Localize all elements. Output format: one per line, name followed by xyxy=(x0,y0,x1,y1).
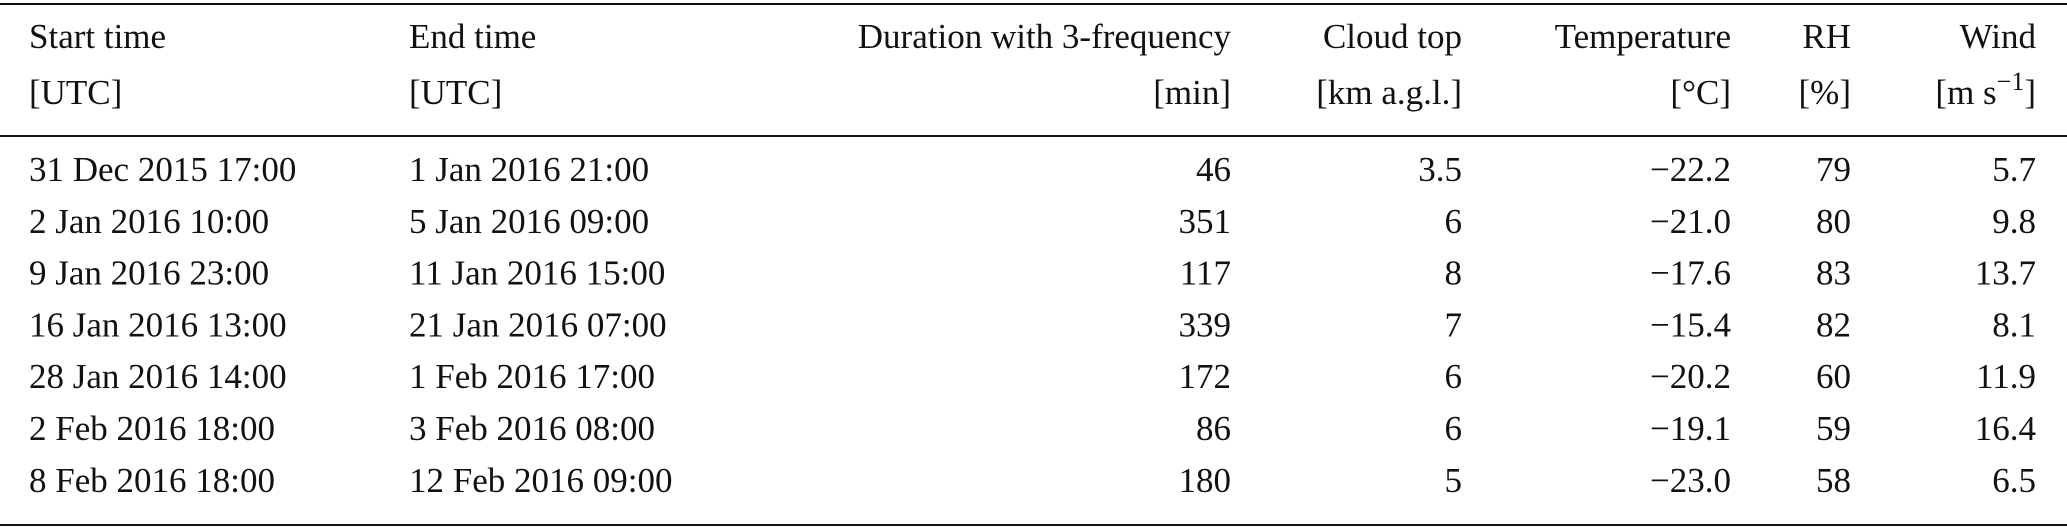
cell: 16 Jan 2016 13:00 xyxy=(29,305,287,344)
cell: 5 xyxy=(1445,461,1463,500)
cell: 80 xyxy=(1816,202,1851,241)
header-unit: [UTC] xyxy=(29,73,122,112)
cell: 8.1 xyxy=(1992,305,2036,344)
header-unit: [min] xyxy=(1153,73,1231,112)
cell: 82 xyxy=(1816,305,1851,344)
header-unit: [m s−1] xyxy=(1935,67,2036,112)
cell: 58 xyxy=(1816,461,1851,500)
cell: 117 xyxy=(1180,254,1231,293)
cell: 8 xyxy=(1445,254,1463,293)
cell: 8 Feb 2016 18:00 xyxy=(29,461,275,500)
cell: −20.2 xyxy=(1650,357,1731,396)
cell: −22.2 xyxy=(1650,150,1731,189)
cell: 79 xyxy=(1816,150,1851,189)
unit-text: [km a.g.l.] xyxy=(1316,73,1462,112)
header-name: Start time xyxy=(29,17,166,56)
cell: 172 xyxy=(1179,357,1232,396)
cell: 339 xyxy=(1179,305,1232,344)
cell: −17.6 xyxy=(1650,254,1731,293)
cell: 2 Jan 2016 10:00 xyxy=(29,202,269,241)
cell: −15.4 xyxy=(1650,305,1731,344)
cell: 11.9 xyxy=(1976,357,2036,396)
header-name: Duration with 3-frequency xyxy=(858,17,1232,56)
cell: 351 xyxy=(1179,202,1232,241)
cell: 5.7 xyxy=(1992,150,2036,189)
cell: 6 xyxy=(1445,409,1463,448)
unit-superscript: −1 xyxy=(1997,67,2025,96)
cell: 9.8 xyxy=(1992,202,2036,241)
unit-text: [min] xyxy=(1153,73,1231,112)
header-name: RH xyxy=(1802,17,1851,56)
cell: −21.0 xyxy=(1650,202,1731,241)
cell: 13.7 xyxy=(1975,254,2036,293)
cell: 6.5 xyxy=(1992,461,2036,500)
header-name: Temperature xyxy=(1555,17,1731,56)
cell: 6 xyxy=(1445,357,1463,396)
cell: 3 Feb 2016 08:00 xyxy=(409,409,655,448)
cell: 46 xyxy=(1196,150,1231,189)
unit-text: [UTC] xyxy=(29,73,122,112)
header-name: End time xyxy=(409,17,536,56)
cell: 83 xyxy=(1816,254,1851,293)
unit-text: [m s xyxy=(1935,73,1996,112)
cell: 86 xyxy=(1196,409,1231,448)
unit-close: ] xyxy=(2024,73,2036,112)
cell: 6 xyxy=(1445,202,1463,241)
cell: 31 Dec 2015 17:00 xyxy=(29,150,296,189)
unit-text: [UTC] xyxy=(409,73,502,112)
cell: 59 xyxy=(1816,409,1851,448)
header-unit: [UTC] xyxy=(409,73,502,112)
cell: 12 Feb 2016 09:00 xyxy=(409,461,672,500)
cell: 21 Jan 2016 07:00 xyxy=(409,305,667,344)
header-unit: [km a.g.l.] xyxy=(1316,73,1462,112)
header-unit: [%] xyxy=(1799,73,1851,112)
cell: 9 Jan 2016 23:00 xyxy=(29,254,269,293)
cell: 2 Feb 2016 18:00 xyxy=(29,409,275,448)
header-name: Cloud top xyxy=(1323,17,1462,56)
cell: 28 Jan 2016 14:00 xyxy=(29,357,287,396)
cell: 16.4 xyxy=(1975,409,2036,448)
header-name: Wind xyxy=(1960,17,2037,56)
header-unit: [°C] xyxy=(1670,73,1731,112)
cell: 1 Feb 2016 17:00 xyxy=(409,357,655,396)
cell: 5 Jan 2016 09:00 xyxy=(409,202,649,241)
cell: 3.5 xyxy=(1418,150,1462,189)
unit-text: [%] xyxy=(1799,73,1851,112)
cell: 7 xyxy=(1445,305,1463,344)
cell: 1 Jan 2016 21:00 xyxy=(409,150,649,189)
cell: 60 xyxy=(1816,357,1851,396)
cell: 180 xyxy=(1179,461,1232,500)
cell: −23.0 xyxy=(1650,461,1731,500)
cell: 11 Jan 2016 15:00 xyxy=(409,254,665,293)
unit-text: [°C] xyxy=(1670,73,1731,112)
cell: −19.1 xyxy=(1650,409,1731,448)
